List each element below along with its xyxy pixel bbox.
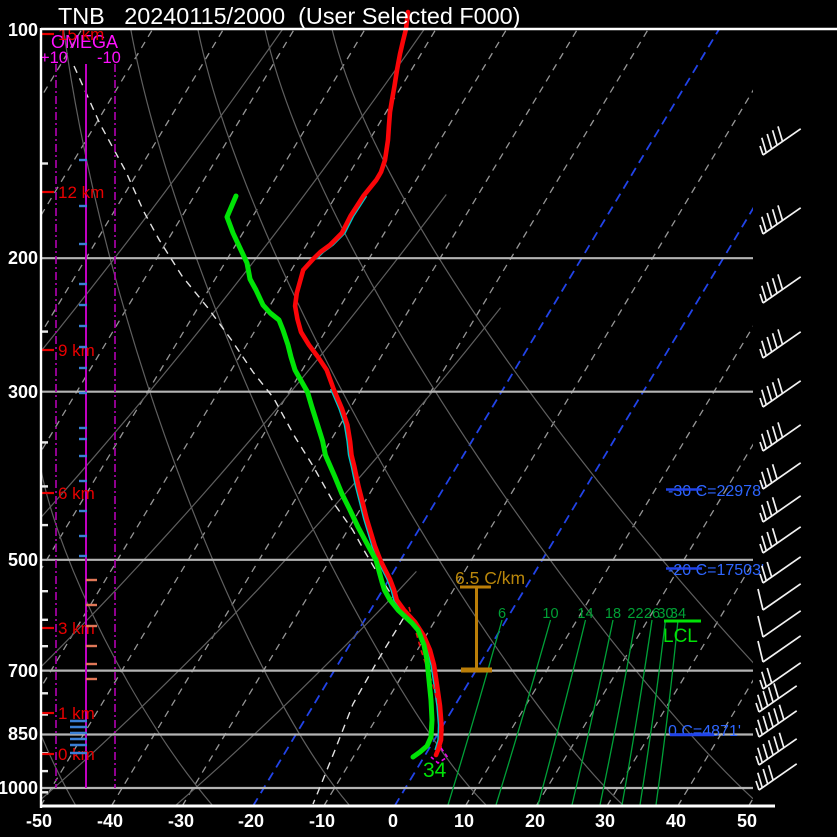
svg-text:26: 26 bbox=[644, 606, 660, 622]
svg-text:0 km: 0 km bbox=[58, 745, 95, 764]
svg-text:22: 22 bbox=[627, 606, 643, 622]
svg-text:-10: -10 bbox=[97, 49, 121, 67]
svg-text:200: 200 bbox=[8, 248, 38, 268]
svg-text:-30: -30 bbox=[168, 811, 194, 831]
svg-text:50: 50 bbox=[737, 811, 757, 831]
svg-text:700: 700 bbox=[8, 661, 38, 681]
svg-text:+10: +10 bbox=[40, 49, 68, 67]
svg-text:6: 6 bbox=[498, 606, 506, 622]
svg-text:1 km: 1 km bbox=[58, 704, 95, 723]
svg-text:TNB 20240115/2000 (User Sel: TNB 20240115/2000 (User Selected F000) bbox=[58, 3, 520, 29]
svg-text:18: 18 bbox=[605, 606, 621, 622]
svg-text:9 km: 9 km bbox=[58, 341, 95, 360]
svg-text:-40: -40 bbox=[97, 811, 123, 831]
svg-text:6 km: 6 km bbox=[58, 484, 95, 503]
svg-text:3 km: 3 km bbox=[58, 619, 95, 638]
svg-text:100: 100 bbox=[8, 20, 38, 40]
svg-text:1000: 1000 bbox=[0, 778, 38, 798]
svg-text:300: 300 bbox=[8, 382, 38, 402]
svg-text:850: 850 bbox=[8, 724, 38, 744]
svg-text:34: 34 bbox=[423, 759, 447, 782]
svg-text:-20: -20 bbox=[238, 811, 264, 831]
svg-text:20: 20 bbox=[525, 811, 545, 831]
svg-text:-50: -50 bbox=[26, 811, 52, 831]
svg-text:40: 40 bbox=[666, 811, 686, 831]
svg-text:-10: -10 bbox=[309, 811, 335, 831]
svg-text:LCL: LCL bbox=[663, 626, 698, 647]
svg-text:14: 14 bbox=[577, 606, 593, 622]
svg-text:30: 30 bbox=[657, 606, 673, 622]
svg-text:0: 0 bbox=[388, 811, 398, 831]
svg-text:500: 500 bbox=[8, 550, 38, 570]
svg-text:0 C=4871': 0 C=4871' bbox=[668, 723, 741, 740]
svg-text:6.5 C/km: 6.5 C/km bbox=[455, 568, 525, 588]
svg-text:-20 C=17503': -20 C=17503' bbox=[668, 562, 764, 579]
svg-text:OMEGA: OMEGA bbox=[51, 32, 118, 52]
svg-text:30: 30 bbox=[595, 811, 615, 831]
svg-text:-30 C=22978': -30 C=22978' bbox=[668, 483, 764, 500]
svg-text:34: 34 bbox=[670, 606, 686, 622]
svg-text:12 km: 12 km bbox=[58, 183, 104, 202]
svg-text:10: 10 bbox=[542, 606, 558, 622]
svg-text:10: 10 bbox=[454, 811, 474, 831]
